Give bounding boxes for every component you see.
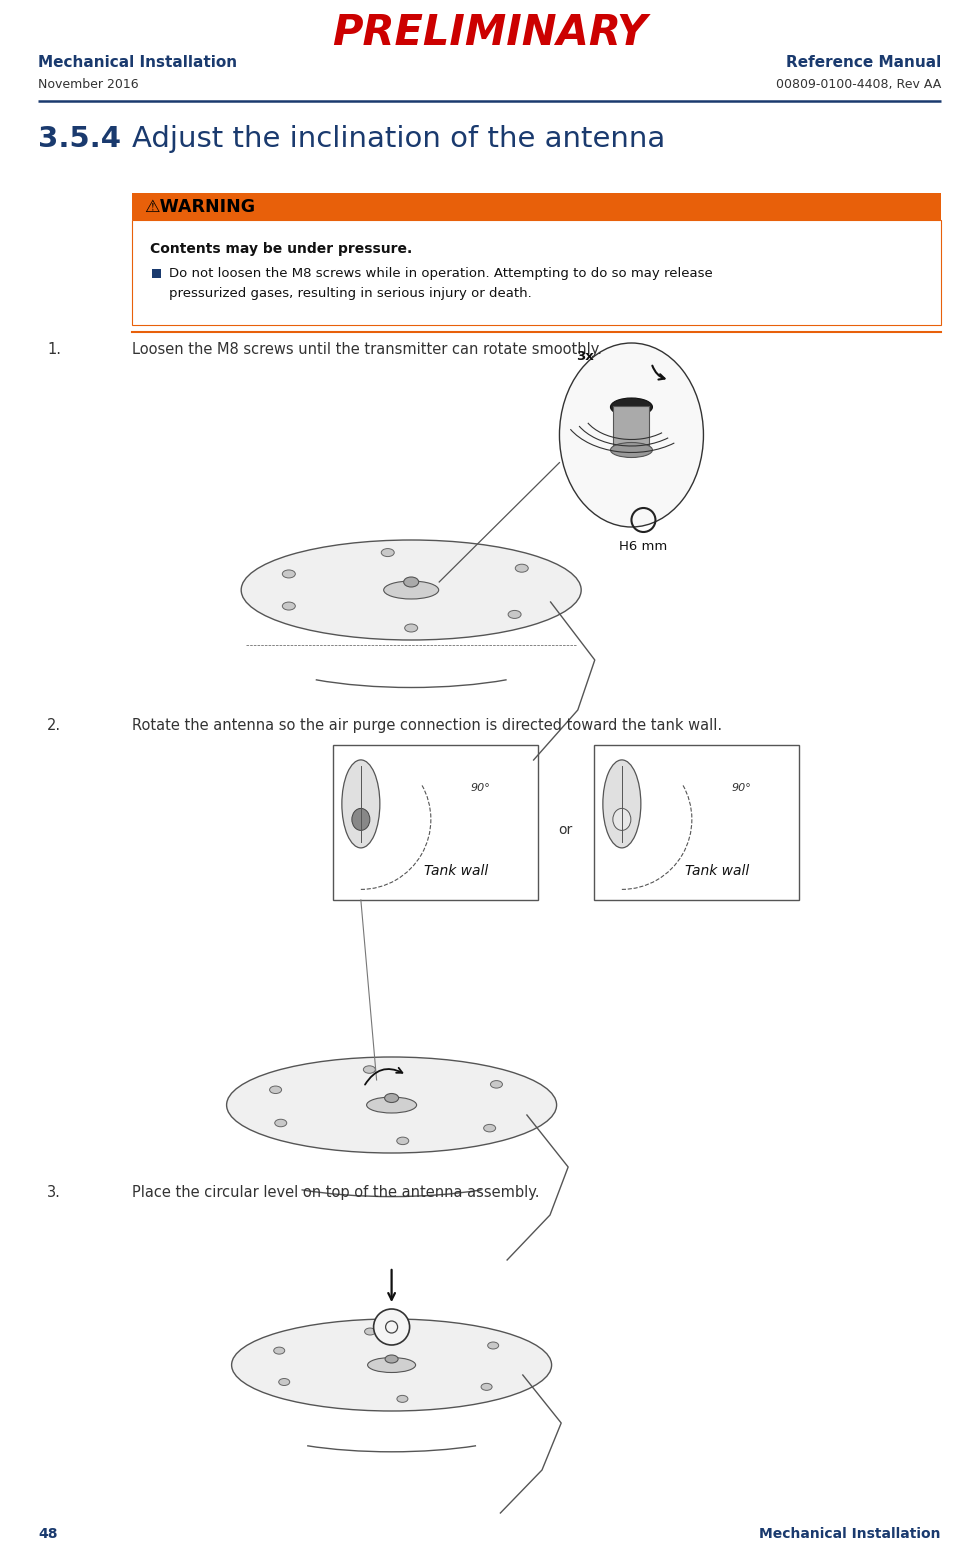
- Bar: [613, 405, 648, 450]
- Text: H6 mm: H6 mm: [619, 540, 667, 553]
- Text: 00809-0100-4408, Rev AA: 00809-0100-4408, Rev AA: [775, 78, 940, 92]
- Bar: [132, 221, 940, 325]
- Ellipse shape: [282, 603, 295, 610]
- Text: 3x: 3x: [576, 349, 594, 363]
- Text: Loosen the M8 screws until the transmitter can rotate smoothly.: Loosen the M8 screws until the transmitt…: [132, 342, 601, 357]
- Text: Contents may be under pressure.: Contents may be under pressure.: [150, 242, 412, 256]
- Ellipse shape: [384, 1356, 398, 1364]
- Text: Rotate the antenna so the air purge connection is directed toward the tank wall.: Rotate the antenna so the air purge conn…: [132, 717, 722, 733]
- Text: PRELIMINARY: PRELIMINARY: [332, 12, 646, 54]
- Bar: [333, 745, 537, 901]
- Ellipse shape: [487, 1342, 498, 1350]
- Ellipse shape: [380, 548, 394, 556]
- Bar: [594, 745, 798, 901]
- Ellipse shape: [610, 398, 651, 416]
- Text: 48: 48: [38, 1527, 58, 1541]
- Text: 2.: 2.: [47, 717, 61, 733]
- Text: Do not loosen the M8 screws while in operation. Attempting to do so may release: Do not loosen the M8 screws while in ope…: [169, 267, 712, 280]
- Text: pressurized gases, resulting in serious injury or death.: pressurized gases, resulting in serious …: [169, 287, 531, 300]
- Text: Mechanical Installation: Mechanical Installation: [759, 1527, 940, 1541]
- Text: ⚠WARNING: ⚠WARNING: [144, 197, 255, 216]
- Ellipse shape: [403, 578, 419, 587]
- Ellipse shape: [396, 1137, 409, 1145]
- Text: 90°: 90°: [731, 783, 751, 794]
- Text: Adjust the inclination of the antenna: Adjust the inclination of the antenna: [132, 124, 665, 154]
- Text: Tank wall: Tank wall: [423, 863, 487, 877]
- Text: Tank wall: Tank wall: [684, 863, 748, 877]
- Ellipse shape: [610, 443, 651, 458]
- Ellipse shape: [341, 759, 379, 848]
- Ellipse shape: [490, 1081, 502, 1089]
- Ellipse shape: [384, 1093, 398, 1103]
- Bar: [152, 269, 160, 278]
- Ellipse shape: [558, 343, 703, 526]
- Ellipse shape: [282, 570, 295, 578]
- Ellipse shape: [363, 1065, 375, 1073]
- Ellipse shape: [383, 581, 438, 599]
- Text: Place the circular level on top of the antenna assembly.: Place the circular level on top of the a…: [132, 1185, 539, 1200]
- Ellipse shape: [602, 759, 641, 848]
- Ellipse shape: [483, 1124, 495, 1132]
- Ellipse shape: [404, 624, 418, 632]
- Ellipse shape: [232, 1318, 551, 1412]
- Ellipse shape: [269, 1086, 282, 1093]
- Ellipse shape: [367, 1357, 416, 1373]
- Text: Mechanical Installation: Mechanical Installation: [38, 54, 237, 70]
- Ellipse shape: [364, 1328, 376, 1336]
- Circle shape: [374, 1309, 409, 1345]
- Ellipse shape: [241, 540, 581, 640]
- Text: 1.: 1.: [47, 342, 61, 357]
- Ellipse shape: [279, 1379, 289, 1385]
- Text: November 2016: November 2016: [38, 78, 139, 92]
- Ellipse shape: [275, 1120, 287, 1127]
- Text: 90°: 90°: [470, 783, 490, 794]
- Ellipse shape: [351, 809, 370, 831]
- Ellipse shape: [366, 1096, 417, 1114]
- Ellipse shape: [514, 564, 528, 572]
- Text: Reference Manual: Reference Manual: [785, 54, 940, 70]
- Ellipse shape: [508, 610, 520, 618]
- Ellipse shape: [480, 1384, 492, 1390]
- Text: 3.5.4: 3.5.4: [38, 124, 121, 154]
- Text: or: or: [558, 823, 572, 837]
- Ellipse shape: [396, 1396, 408, 1402]
- Bar: [132, 193, 940, 221]
- Ellipse shape: [274, 1346, 285, 1354]
- Text: 3.: 3.: [47, 1185, 61, 1200]
- Ellipse shape: [612, 809, 630, 831]
- Ellipse shape: [226, 1058, 556, 1152]
